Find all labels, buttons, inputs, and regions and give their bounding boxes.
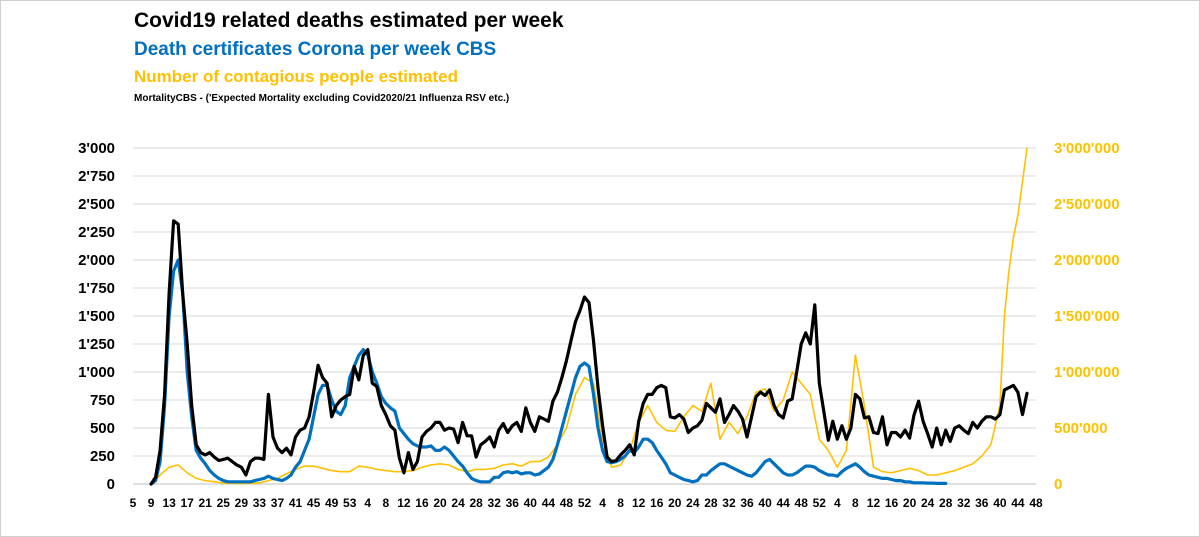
y-tick-label: 1'500 (78, 308, 115, 325)
x-tick-label: 9 (148, 496, 155, 510)
x-tick-label: 4 (364, 496, 371, 510)
x-tick-label: 4 (834, 496, 841, 510)
x-tick-label: 24 (921, 496, 935, 510)
x-tick-label: 48 (1029, 496, 1043, 510)
y-tick-label: 2'250 (78, 224, 115, 241)
x-tick-label: 5 (130, 496, 137, 510)
x-tick-label: 16 (885, 496, 899, 510)
x-tick-label: 40 (524, 496, 538, 510)
series-line-mortality (149, 219, 1029, 486)
x-tick-label: 16 (415, 496, 429, 510)
x-tick-label: 24 (686, 496, 700, 510)
x-tick-label: 36 (506, 496, 520, 510)
y2-tick-label: 1'000'000 (1054, 364, 1120, 381)
x-tick-label: 33 (253, 496, 267, 510)
x-tick-label: 16 (650, 496, 664, 510)
x-tick-label: 4 (599, 496, 606, 510)
x-tick-label: 28 (469, 496, 483, 510)
x-tick-label: 12 (632, 496, 646, 510)
x-tick-label: 48 (560, 496, 574, 510)
x-tick-label: 45 (307, 496, 321, 510)
y2-tick-label: 1'500'000 (1054, 308, 1120, 325)
x-tick-label: 32 (488, 496, 502, 510)
y2-tick-label: 2'500'000 (1054, 196, 1120, 213)
x-tick-label: 37 (271, 496, 285, 510)
x-tick-label: 36 (975, 496, 989, 510)
x-tick-label: 52 (578, 496, 592, 510)
x-tick-label: 52 (813, 496, 827, 510)
subtitle-contagious-people: Number of contagious people estimated (134, 67, 458, 86)
x-tick-label: 20 (668, 496, 682, 510)
y-tick-label: 2'500 (78, 196, 115, 213)
y-tick-label: 500 (90, 420, 115, 437)
subtitle-mortality-cbs: MortalityCBS - ('Expected Mortality excl… (134, 93, 510, 104)
x-tick-label: 20 (903, 496, 917, 510)
y2-tick-label: 0 (1054, 476, 1062, 493)
x-tick-label: 49 (325, 496, 339, 510)
y-tick-label: 0 (107, 476, 115, 493)
x-tick-label: 44 (542, 496, 556, 510)
x-tick-label: 40 (993, 496, 1007, 510)
y-tick-label: 2'000 (78, 252, 115, 269)
x-tick-label: 25 (217, 496, 231, 510)
y-tick-label: 1'000 (78, 364, 115, 381)
series-line-death-certificates (149, 258, 948, 486)
y-tick-label: 1'750 (78, 280, 115, 297)
x-tick-label: 36 (740, 496, 754, 510)
x-tick-label: 28 (704, 496, 718, 510)
y-tick-label: 750 (90, 392, 115, 409)
x-tick-label: 8 (617, 496, 624, 510)
y2-tick-label: 3'000'000 (1054, 140, 1120, 157)
x-tick-label: 24 (451, 496, 465, 510)
x-tick-label: 53 (343, 496, 357, 510)
chart-title: Covid19 related deaths estimated per wee… (134, 9, 564, 32)
x-tick-label: 32 (957, 496, 971, 510)
y-tick-label: 2'750 (78, 168, 115, 185)
x-tick-label: 12 (397, 496, 411, 510)
y-tick-label: 1'250 (78, 336, 115, 353)
y-tick-label: 250 (90, 448, 115, 465)
x-tick-label: 13 (162, 496, 176, 510)
x-tick-label: 32 (722, 496, 736, 510)
x-tick-label: 48 (795, 496, 809, 510)
subtitle-death-certificates: Death certificates Corona per week CBS (134, 39, 497, 60)
x-tick-label: 8 (382, 496, 389, 510)
series-line-contagious (150, 147, 1028, 485)
x-tick-label: 29 (235, 496, 249, 510)
x-tick-label: 21 (199, 496, 213, 510)
x-tick-label: 20 (433, 496, 447, 510)
x-tick-label: 12 (867, 496, 881, 510)
x-tick-label: 41 (289, 496, 303, 510)
x-tick-label: 40 (758, 496, 772, 510)
x-tick-label: 17 (181, 496, 195, 510)
x-tick-label: 28 (939, 496, 953, 510)
x-tick-label: 8 (852, 496, 859, 510)
y2-tick-label: 500'000 (1054, 420, 1108, 437)
x-tick-label: 44 (1011, 496, 1025, 510)
x-tick-label: 44 (776, 496, 790, 510)
y2-tick-label: 2'000'000 (1054, 252, 1120, 269)
y-tick-label: 3'000 (78, 140, 115, 157)
